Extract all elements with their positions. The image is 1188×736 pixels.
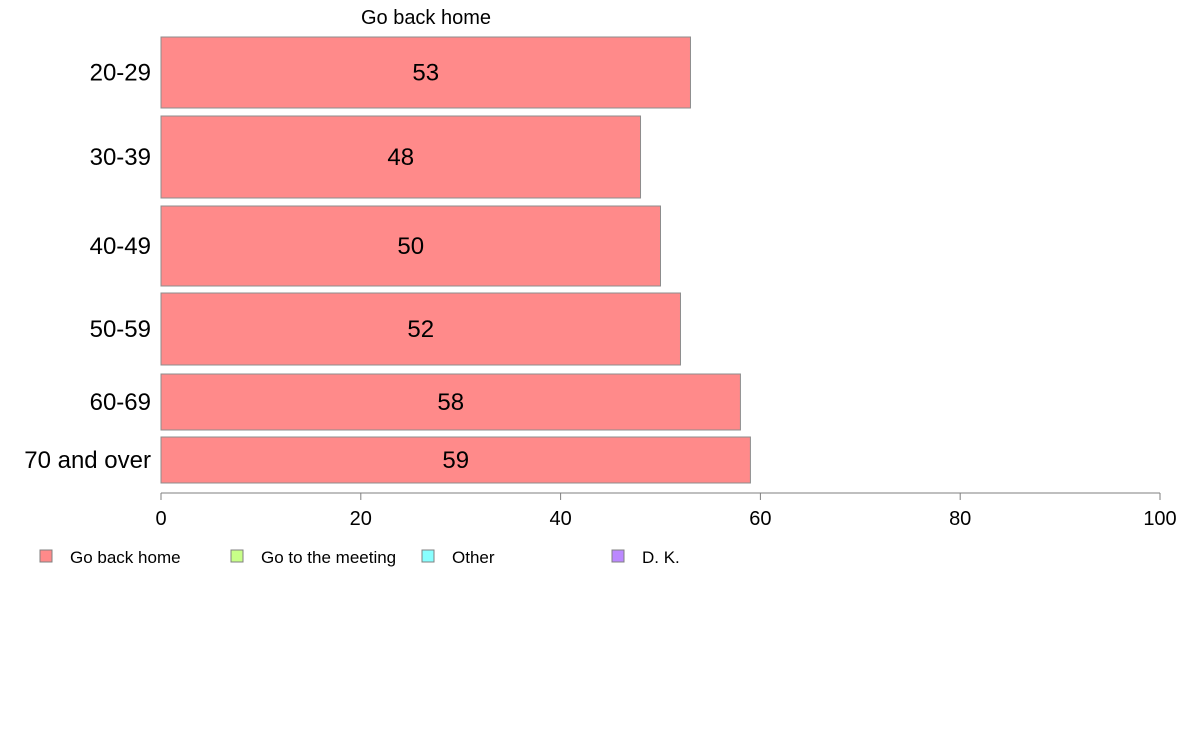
x-tick-label: 20 <box>350 508 372 530</box>
category-label: 60-69 <box>90 389 151 416</box>
legend-swatch <box>39 549 53 563</box>
bar-value-label: 53 <box>412 60 439 87</box>
category-label: 20-29 <box>90 60 151 87</box>
bars-group: 53 20-29 48 30-39 50 40-49 52 50-59 58 60-69 59 70 … <box>24 36 751 484</box>
x-tick-label: 80 <box>949 508 971 530</box>
bar <box>160 436 751 484</box>
category-label: 50-59 <box>90 316 151 343</box>
bar-value-label: 50 <box>397 233 424 260</box>
x-tick-label: 100 <box>1143 508 1176 530</box>
bar <box>160 36 691 109</box>
category-label: 70 and over <box>24 447 151 474</box>
x-axis: 0 20 40 60 80 100 <box>155 492 1177 530</box>
x-tick-label: 60 <box>749 508 771 530</box>
legend-swatch <box>611 549 625 563</box>
bar-value-label: 48 <box>387 144 414 171</box>
legend-label: Other <box>452 548 495 567</box>
bar-value-label: 58 <box>437 389 464 416</box>
x-tick-label: 40 <box>549 508 571 530</box>
bar <box>160 115 642 199</box>
bar <box>160 292 681 366</box>
bar <box>160 373 741 431</box>
category-label: 30-39 <box>90 144 151 171</box>
legend-swatch <box>230 549 244 563</box>
legend-label: D. K. <box>642 548 680 567</box>
bar-value-label: 52 <box>407 316 434 343</box>
legend-label: Go back home <box>70 548 181 567</box>
legend-label: Go to the meeting <box>261 548 396 567</box>
bar-value-label: 59 <box>442 447 469 474</box>
x-tick-label: 0 <box>155 508 166 530</box>
bar <box>160 205 661 287</box>
legend-swatch <box>421 549 435 563</box>
chart-header: Go back home <box>361 7 491 29</box>
legend: Go back home Go to the meeting Other D. K. <box>39 548 680 567</box>
category-label: 40-49 <box>90 233 151 260</box>
